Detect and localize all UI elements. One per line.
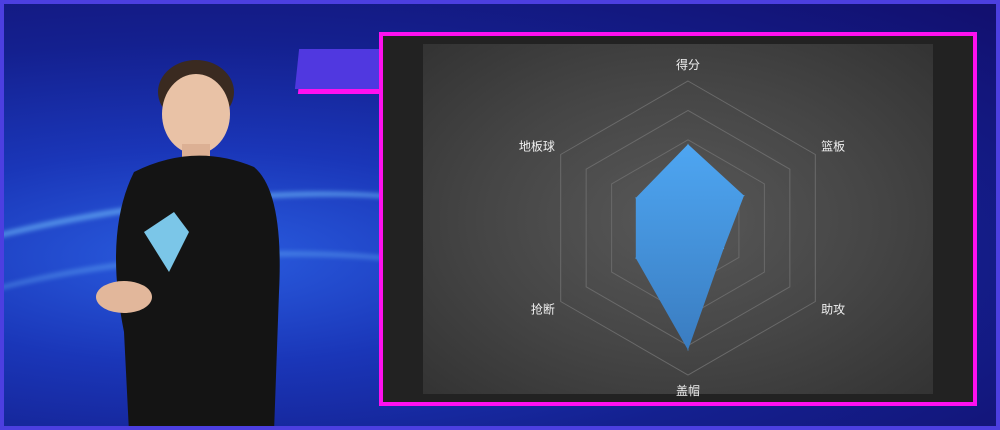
radar-point: [687, 143, 689, 145]
radar-frame: 得分 篮板 助攻 盖帽 抢断 地板球: [379, 32, 977, 406]
axis-label: 得分: [676, 57, 700, 72]
radar-point: [687, 349, 689, 351]
radar-point: [635, 257, 637, 259]
axis-label: 地板球: [519, 140, 555, 154]
radar-point: [743, 195, 745, 197]
axis-label: 助攻: [821, 303, 845, 317]
axis-label: 盖帽: [676, 383, 700, 398]
axis-label: 抢断: [531, 302, 555, 317]
radar-chart: 得分 篮板 助攻 盖帽 抢断 地板球: [519, 57, 845, 398]
radar-point: [635, 197, 637, 199]
axis-label: 篮板: [821, 139, 845, 154]
radar-series-area: [635, 144, 745, 351]
radar-grid-ring: [560, 80, 816, 376]
radar-point: [723, 248, 725, 250]
player-photo: [96, 60, 280, 426]
